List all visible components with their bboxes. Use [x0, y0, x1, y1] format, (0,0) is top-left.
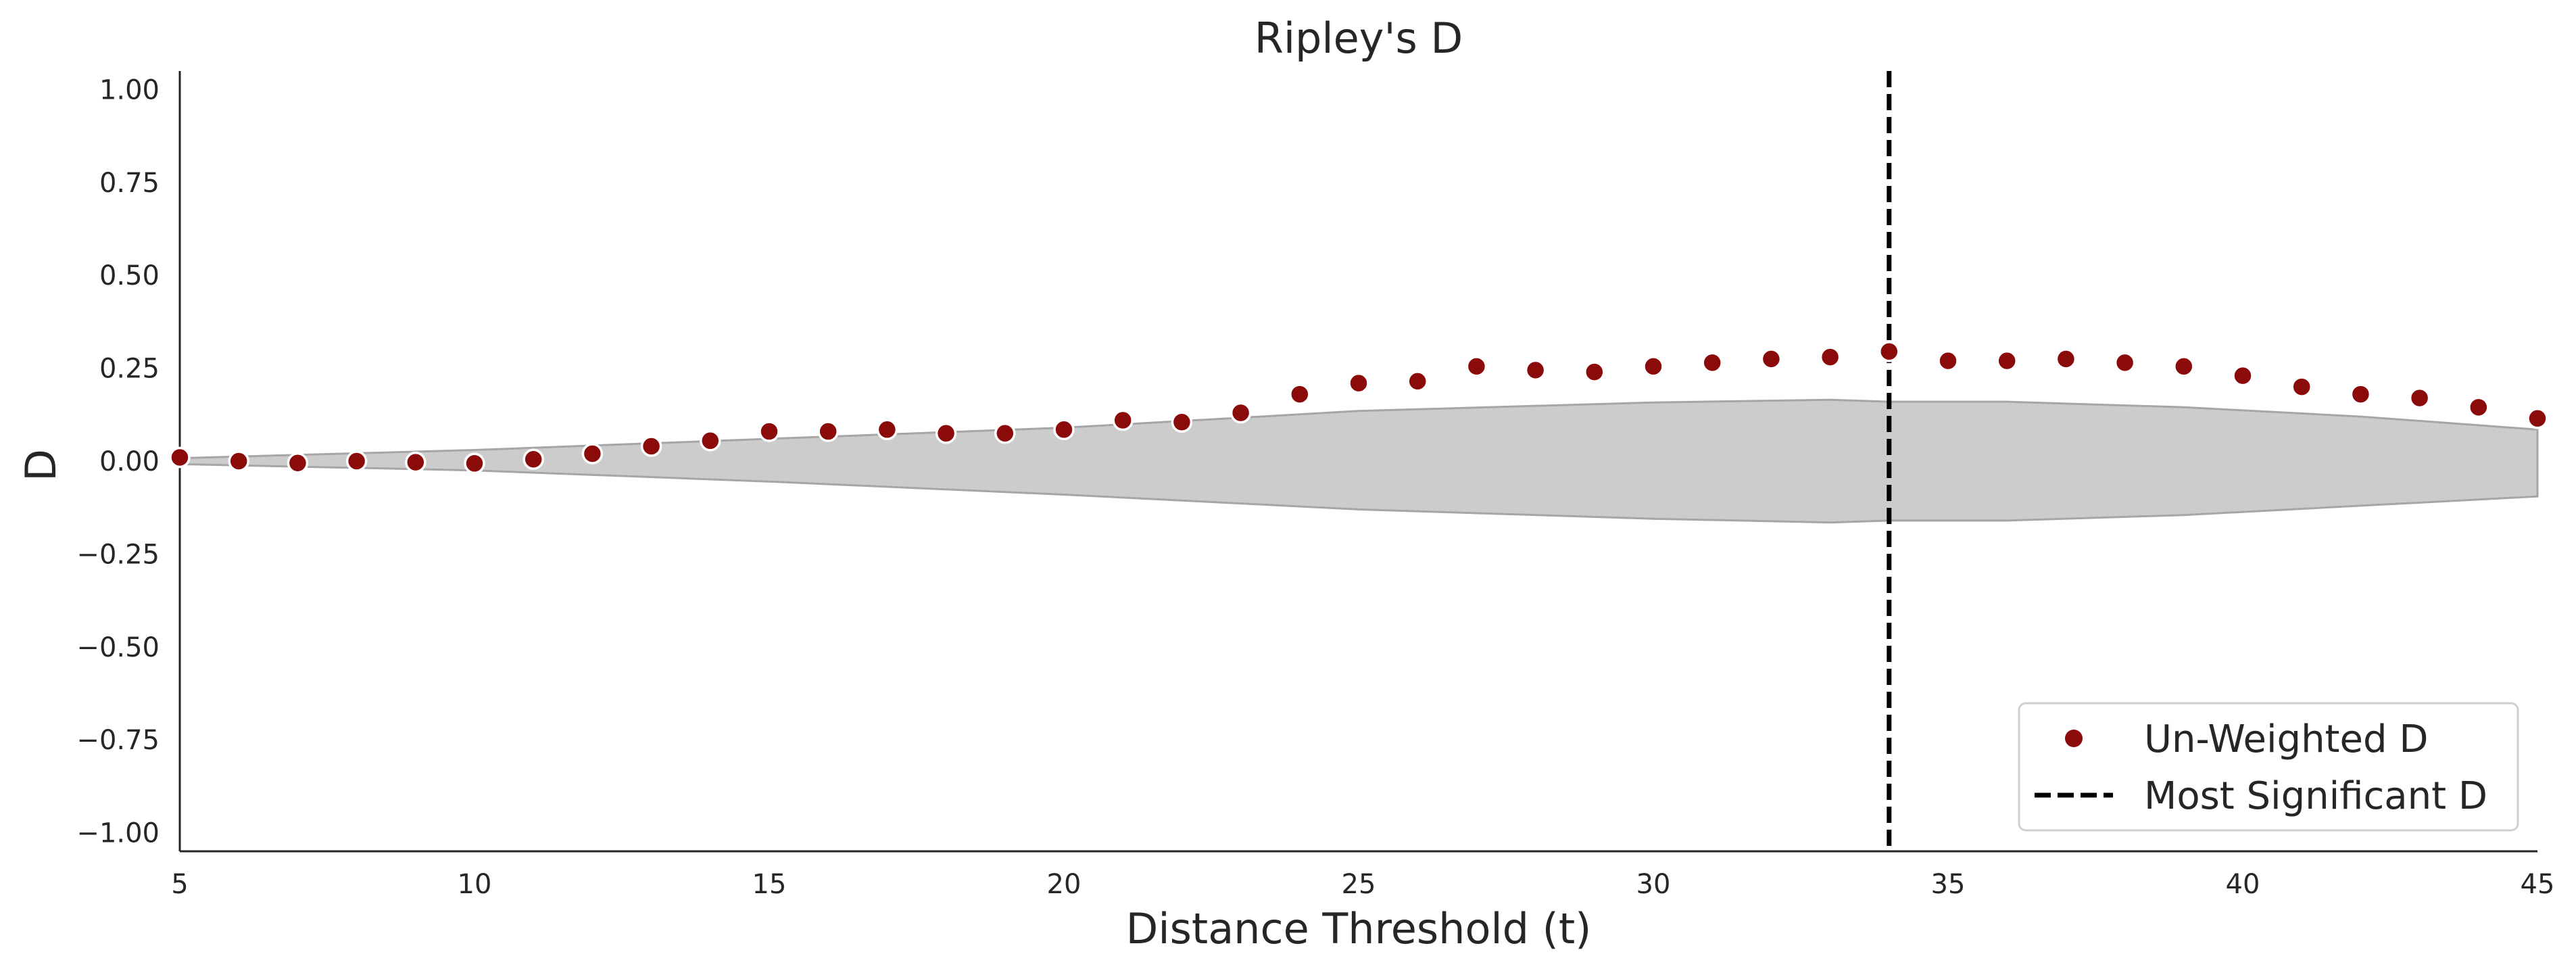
envelope-band: [178, 398, 2539, 524]
data-point: [2468, 396, 2489, 419]
data-point: [1643, 356, 1664, 377]
data-point: [287, 452, 309, 474]
data-point: [2408, 387, 2431, 409]
data-point: [1112, 409, 1134, 431]
data-point: [876, 419, 898, 441]
y-axis-label: D: [16, 449, 66, 481]
data-point: [1171, 411, 1193, 433]
data-point: [640, 435, 662, 457]
data-point: [2055, 348, 2077, 370]
legend: Un-Weighted D Most Significant D: [2018, 702, 2519, 832]
x-tick-label: 15: [752, 869, 787, 900]
chart-title: Ripley's D: [1255, 14, 1463, 63]
y-tick-label: 0.75: [99, 168, 160, 199]
data-point: [2527, 408, 2548, 429]
data-point: [345, 450, 368, 472]
x-tick-label: 45: [2521, 869, 2555, 900]
data-point: [935, 423, 957, 444]
data-point: [1289, 383, 1311, 405]
data-point: [228, 450, 249, 472]
data-point: [464, 452, 485, 475]
data-point: [169, 446, 191, 469]
y-tick-label: −1.00: [76, 818, 160, 849]
y-tick-label: −0.25: [76, 539, 160, 570]
data-point: [2291, 376, 2312, 398]
data-point: [1407, 371, 1428, 392]
data-point: [1878, 341, 1900, 362]
y-tick-label: 0.25: [99, 354, 160, 385]
legend-label-most-significant-d: Most Significant D: [2144, 774, 2487, 818]
legend-label-unweighted-d: Un-Weighted D: [2144, 717, 2428, 761]
data-point: [2350, 383, 2372, 405]
data-point: [1760, 348, 1782, 370]
x-tick-label: 25: [1342, 869, 1376, 900]
y-tick-label: 1.00: [99, 74, 160, 105]
data-point: [1937, 350, 1959, 372]
data-point: [405, 451, 427, 473]
x-axis-label: Distance Threshold (t): [1126, 904, 1592, 953]
data-point: [994, 423, 1016, 444]
legend-marker-unweighted-d: [2065, 730, 2083, 747]
data-point: [1348, 372, 1369, 394]
data-point: [1819, 346, 1841, 368]
data-point: [758, 421, 780, 442]
y-tick-label: 0.00: [99, 446, 160, 477]
y-tick-label: −0.50: [76, 632, 160, 663]
x-tick-label: 30: [1636, 869, 1671, 900]
data-point: [700, 430, 721, 452]
data-point: [1584, 361, 1605, 383]
y-tick-label: 0.50: [99, 260, 160, 291]
plot-area: 1.00 0.75 0.50 0.25 0.00 −0.25 −0.50 −0.75 −1.00…: [76, 71, 2554, 900]
data-point: [2232, 364, 2254, 387]
x-tick-label: 20: [1047, 869, 1082, 900]
data-point: [2173, 356, 2195, 377]
data-point: [817, 421, 839, 442]
data-point: [2114, 352, 2136, 374]
data-point: [1996, 350, 2018, 372]
data-point: [1701, 352, 1723, 374]
data-point: [523, 448, 544, 471]
data-point: [581, 443, 604, 465]
x-tick-label: 5: [171, 869, 188, 900]
data-point: [1053, 419, 1075, 441]
data-point: [1230, 402, 1252, 424]
legend-box: [2018, 702, 2519, 832]
x-tick-label: 10: [458, 869, 492, 900]
data-point: [1465, 356, 1488, 377]
x-tick-label: 40: [2226, 869, 2260, 900]
data-point: [1524, 359, 1547, 381]
x-tick-label: 35: [1931, 869, 1966, 900]
y-tick-label: −0.75: [76, 725, 160, 756]
